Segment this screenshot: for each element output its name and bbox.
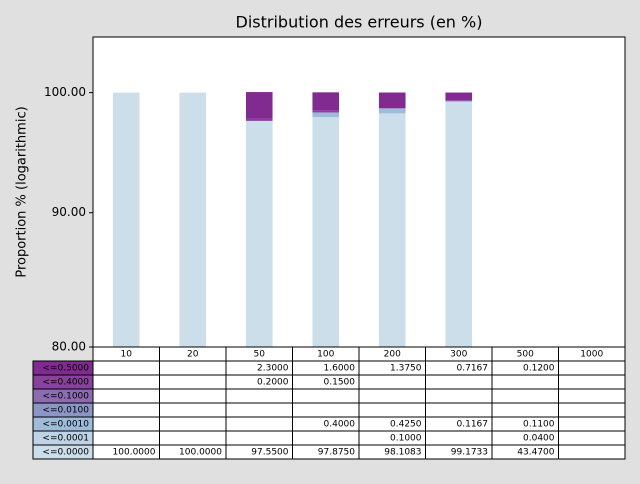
cell-value: 0.4250 <box>390 420 422 430</box>
cell-value: 0.0400 <box>523 434 555 444</box>
bar-segment <box>312 117 340 347</box>
table-cell <box>491 402 559 418</box>
table-cell <box>425 402 493 418</box>
cell-value: 0.1167 <box>457 420 489 430</box>
table-cell <box>425 374 493 390</box>
bars <box>112 92 473 347</box>
table-cell <box>558 402 626 418</box>
bar-segment <box>112 92 140 347</box>
table-cell <box>558 374 626 390</box>
bar-segment <box>378 92 406 109</box>
bar-segment <box>445 102 473 347</box>
bar-segment <box>378 114 406 347</box>
bar-segment <box>245 92 273 119</box>
y-tick-label: 90.00 <box>52 205 86 219</box>
table-cell <box>425 430 493 446</box>
cell-value: 0.1000 <box>390 434 422 444</box>
plot-area <box>92 36 626 348</box>
table-cell <box>491 374 559 390</box>
bar-segment <box>312 92 340 111</box>
legend-label: <=0.0001 <box>42 434 89 444</box>
legend-label: <=0.1000 <box>42 392 89 402</box>
column-header: 200 <box>384 350 401 360</box>
cell-value: 100.0000 <box>113 448 156 458</box>
table-cell <box>92 388 160 404</box>
y-tick-label: 100.00 <box>44 85 86 99</box>
table-cell <box>159 388 227 404</box>
bar-segment <box>445 92 473 101</box>
cell-value: 100.0000 <box>179 448 222 458</box>
cell-value: 0.1500 <box>324 378 356 388</box>
cell-value: 99.1733 <box>451 448 488 458</box>
cell-value: 97.8750 <box>318 448 355 458</box>
cell-value: 0.4000 <box>324 420 356 430</box>
table-cell <box>292 388 360 404</box>
table-cell <box>92 430 160 446</box>
table-cell <box>558 360 626 376</box>
y-tick-label: 80.00 <box>52 340 86 354</box>
table-cell <box>358 374 426 390</box>
legend-label: <=0.0010 <box>42 420 89 430</box>
column-header: 100 <box>317 350 334 360</box>
table-cell <box>159 374 227 390</box>
table-cell <box>358 388 426 404</box>
table-cell <box>159 360 227 376</box>
column-header: 1000 <box>580 350 603 360</box>
table-cell <box>159 402 227 418</box>
column-header: 50 <box>254 350 266 360</box>
bar-segment <box>179 92 207 347</box>
cell-value: 1.3750 <box>390 364 422 374</box>
cell-value: 43.4700 <box>517 448 554 458</box>
table-cell <box>558 416 626 432</box>
legend-label: <=0.0100 <box>42 406 89 416</box>
table-cell <box>225 416 293 432</box>
bar-segment <box>445 100 473 103</box>
table-cell <box>225 430 293 446</box>
table-cell <box>292 402 360 418</box>
table-cell <box>159 416 227 432</box>
bar-segment <box>312 112 340 118</box>
table-cell <box>425 388 493 404</box>
cell-value: 2.3000 <box>257 364 289 374</box>
cell-value: 98.1083 <box>384 448 421 458</box>
table-cell <box>92 374 160 390</box>
column-header: 10 <box>121 350 133 360</box>
table-cell <box>558 388 626 404</box>
column-header: 300 <box>450 350 467 360</box>
bar-segment <box>245 120 273 347</box>
legend-label: <=0.0000 <box>42 448 89 458</box>
table-cell <box>358 402 426 418</box>
cell-value: 0.1100 <box>523 420 555 430</box>
legend-label: <=0.5000 <box>42 364 89 374</box>
bar-segment <box>312 110 340 113</box>
chart-title: Distribution des erreurs (en %) <box>236 13 483 32</box>
cell-value: 0.1200 <box>523 364 555 374</box>
table-cell <box>558 430 626 446</box>
column-header: 20 <box>187 350 199 360</box>
y-axis-label: Proportion % (logarithmic) <box>15 106 30 277</box>
cell-value: 0.7167 <box>457 364 489 374</box>
cell-value: 1.6000 <box>324 364 356 374</box>
table-cell <box>92 360 160 376</box>
cell-value: 97.5500 <box>251 448 288 458</box>
table-cell <box>292 430 360 446</box>
bar-segment <box>378 113 406 115</box>
table-cell <box>225 402 293 418</box>
legend-label: <=0.4000 <box>42 378 89 388</box>
column-header: 500 <box>517 350 534 360</box>
table-cell <box>558 444 626 460</box>
table-cell <box>92 402 160 418</box>
table-cell <box>491 388 559 404</box>
table-cell <box>225 388 293 404</box>
bar-segment <box>245 118 273 121</box>
table-cell <box>92 416 160 432</box>
cell-value: 0.2000 <box>257 378 289 388</box>
table-cell <box>159 430 227 446</box>
bar-segment <box>378 108 406 114</box>
